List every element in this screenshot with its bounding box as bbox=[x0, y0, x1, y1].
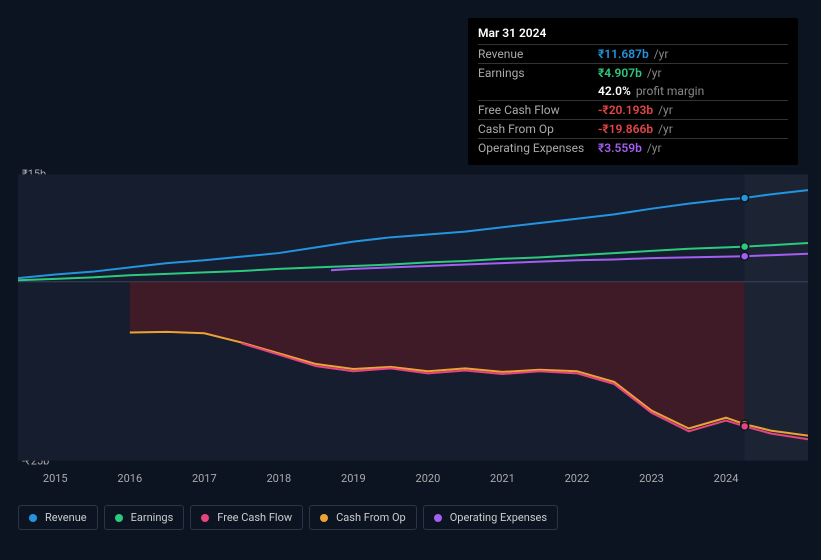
legend-swatch bbox=[320, 514, 328, 522]
legend-item-operating-expenses[interactable]: Operating Expenses bbox=[423, 505, 558, 530]
series-marker bbox=[741, 194, 749, 202]
tooltip-value: ₹4.907b bbox=[598, 66, 642, 80]
x-tick-label: 2017 bbox=[192, 472, 217, 485]
tooltip-label: Revenue bbox=[478, 47, 598, 61]
tooltip-row: Earnings₹4.907b /yr bbox=[478, 63, 788, 82]
x-tick-label: 2015 bbox=[43, 472, 68, 485]
tooltip-label: Operating Expenses bbox=[478, 141, 598, 155]
tooltip-value-wrap: ₹3.559b /yr bbox=[598, 141, 662, 155]
tooltip-unit: /yr bbox=[644, 66, 662, 80]
legend-item-free-cash-flow[interactable]: Free Cash Flow bbox=[190, 505, 303, 530]
chart-legend: Revenue Earnings Free Cash Flow Cash From O… bbox=[18, 505, 558, 530]
tooltip-row: Operating Expenses₹3.559b /yr bbox=[478, 138, 788, 157]
legend-label: Operating Expenses bbox=[450, 511, 547, 524]
legend-label: Earnings bbox=[131, 511, 174, 524]
legend-item-cash-from-op[interactable]: Cash From Op bbox=[309, 505, 417, 530]
chart-plot[interactable] bbox=[18, 160, 808, 475]
x-tick-label: 2023 bbox=[639, 472, 664, 485]
legend-swatch bbox=[29, 514, 37, 522]
tooltip-value: 42.0% bbox=[598, 84, 631, 98]
x-axis: 2015 2016 2017 2018 2019 2020 2021 2022 2023 2024 bbox=[18, 472, 808, 492]
tooltip-label: Free Cash Flow bbox=[478, 103, 598, 117]
tooltip-unit: /yr bbox=[655, 103, 673, 117]
tooltip-value: ₹11.687b bbox=[598, 47, 649, 61]
tooltip-value-wrap: -₹20.193b /yr bbox=[598, 103, 673, 117]
tooltip-date: Mar 31 2024 bbox=[478, 26, 788, 40]
chart-tooltip: Mar 31 2024 Revenue₹11.687b /yrEarnings₹… bbox=[468, 18, 798, 165]
legend-label: Free Cash Flow bbox=[217, 511, 292, 524]
tooltip-row: 42.0% profit margin bbox=[478, 82, 788, 100]
tooltip-unit: /yr bbox=[655, 122, 673, 136]
legend-swatch bbox=[434, 514, 442, 522]
tooltip-value-wrap: 42.0% profit margin bbox=[598, 84, 704, 98]
tooltip-value: ₹3.559b bbox=[598, 141, 642, 155]
series-marker bbox=[741, 422, 749, 430]
tooltip-label bbox=[478, 84, 598, 98]
legend-swatch bbox=[201, 514, 209, 522]
x-tick-label: 2024 bbox=[714, 472, 739, 485]
legend-item-earnings[interactable]: Earnings bbox=[104, 505, 185, 530]
x-tick-label: 2019 bbox=[341, 472, 366, 485]
tooltip-label: Cash From Op bbox=[478, 122, 598, 136]
legend-label: Revenue bbox=[45, 511, 87, 524]
tooltip-value-wrap: -₹19.866b /yr bbox=[598, 122, 673, 136]
x-tick-label: 2022 bbox=[565, 472, 590, 485]
tooltip-row: Cash From Op-₹19.866b /yr bbox=[478, 119, 788, 138]
x-tick-label: 2018 bbox=[266, 472, 291, 485]
x-tick-label: 2021 bbox=[490, 472, 515, 485]
legend-swatch bbox=[115, 514, 123, 522]
x-tick-label: 2016 bbox=[117, 472, 142, 485]
tooltip-label: Earnings bbox=[478, 66, 598, 80]
tooltip-unit: /yr bbox=[651, 47, 669, 61]
tooltip-row: Revenue₹11.687b /yr bbox=[478, 44, 788, 63]
x-tick-label: 2020 bbox=[416, 472, 441, 485]
tooltip-value-wrap: ₹4.907b /yr bbox=[598, 66, 662, 80]
financials-chart: ₹15b₹0-₹25b 2015201620172018201920202021… bbox=[18, 160, 808, 540]
tooltip-value-wrap: ₹11.687b /yr bbox=[598, 47, 668, 61]
legend-item-revenue[interactable]: Revenue bbox=[18, 505, 98, 530]
tooltip-row: Free Cash Flow-₹20.193b /yr bbox=[478, 100, 788, 119]
tooltip-unit: /yr bbox=[644, 141, 662, 155]
series-marker bbox=[741, 243, 749, 251]
tooltip-value: -₹19.866b bbox=[598, 122, 653, 136]
tooltip-value: -₹20.193b bbox=[598, 103, 653, 117]
series-marker bbox=[741, 252, 749, 260]
tooltip-unit: profit margin bbox=[633, 84, 704, 98]
legend-label: Cash From Op bbox=[336, 511, 406, 524]
